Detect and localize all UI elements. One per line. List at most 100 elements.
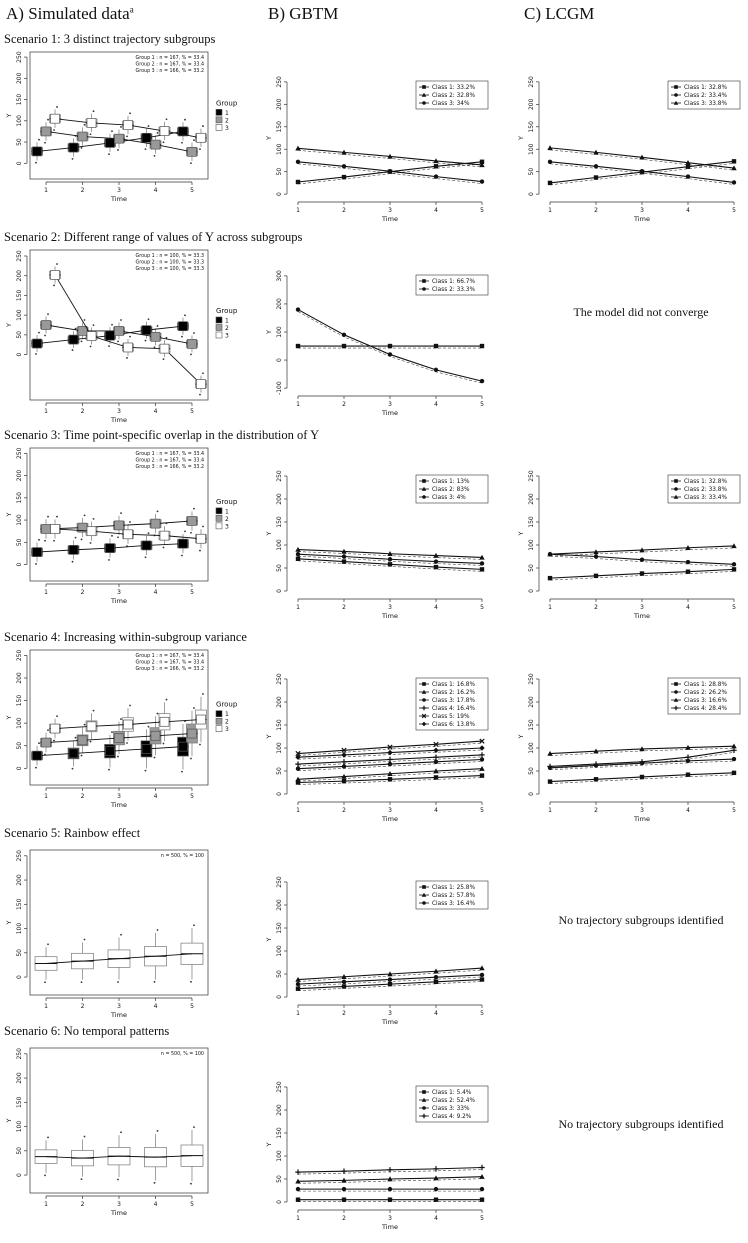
data-point xyxy=(479,965,485,971)
data-point xyxy=(295,159,301,164)
x-axis-label: Time xyxy=(633,815,650,823)
mean-marker xyxy=(32,547,42,557)
series-2 xyxy=(295,307,485,384)
legend-marker xyxy=(422,101,426,105)
data-point xyxy=(295,986,301,991)
data-point xyxy=(295,179,301,185)
class-legend: Class 1: 13% Class 2: 83% Class 3: 4% xyxy=(415,474,489,504)
y-tick-label: 150 xyxy=(276,516,283,528)
data-point xyxy=(341,164,347,169)
legend-title: Group xyxy=(216,498,238,506)
data-point xyxy=(479,162,485,168)
y-axis: 0 50 100 150 200 250 Y xyxy=(517,470,540,593)
y-axis: -100 0 100 200 300 Y xyxy=(265,270,288,395)
x-tick-label: 2 xyxy=(81,589,85,596)
outlier xyxy=(181,335,183,338)
data-point xyxy=(341,974,347,979)
column-header-simulated-data: A) Simulated dataa xyxy=(6,4,134,24)
y-tick-label: 0 xyxy=(16,161,23,165)
outlier xyxy=(71,349,74,351)
mean-marker xyxy=(187,516,197,526)
mean-marker xyxy=(187,728,197,739)
data-point xyxy=(479,752,485,758)
data-point xyxy=(479,745,485,751)
outlier xyxy=(190,353,192,356)
series-3 xyxy=(295,159,485,184)
x-axis: 1 2 3 4 5 Time xyxy=(44,583,194,605)
outlier xyxy=(153,155,156,157)
legend-marker xyxy=(421,486,427,491)
x-tick-label: 2 xyxy=(342,1010,346,1017)
x-tick-label: 4 xyxy=(686,807,690,814)
outlier xyxy=(153,1181,156,1184)
x-tick-label: 4 xyxy=(154,1201,158,1208)
y-axis-label: Y xyxy=(5,113,13,118)
y-tick-label: 200 xyxy=(16,470,23,482)
outlier xyxy=(126,135,128,138)
scenario-6-title: Scenario 6: No temporal patterns xyxy=(4,1024,170,1038)
mean-marker xyxy=(150,331,161,342)
data-point xyxy=(479,773,485,778)
data-point xyxy=(479,159,485,164)
legend-label: 3 xyxy=(225,125,229,132)
data-point xyxy=(731,770,737,776)
outlier xyxy=(147,725,150,728)
data-point xyxy=(387,562,393,567)
legend-marker xyxy=(674,690,678,694)
y-tick-label: 250 xyxy=(16,250,23,262)
legend-label: Class 1: 13% xyxy=(432,479,470,485)
data-point xyxy=(685,744,691,750)
data-point xyxy=(387,352,393,357)
y-tick-label: 0 xyxy=(528,792,535,796)
y-axis: 0 50 100 150 200 250 Y xyxy=(265,76,288,196)
legend-marker xyxy=(422,901,426,905)
legend-label: Class 2: 52.4% xyxy=(432,1098,475,1104)
x-axis-label: Time xyxy=(381,409,398,417)
y-axis: 0 50 100 150 200 250 Y xyxy=(517,76,540,196)
data-point xyxy=(387,1186,393,1192)
x-tick-label: 3 xyxy=(117,1201,121,1208)
legend-label: Class 4: 28.4% xyxy=(684,706,727,712)
group-note: Group 1 : n = 167, % = 33.4 xyxy=(136,653,204,659)
data-point xyxy=(639,759,645,765)
data-point xyxy=(593,149,599,155)
data-point xyxy=(295,552,301,557)
x-tick-label: 1 xyxy=(44,187,48,194)
x-tick-label: 5 xyxy=(480,604,484,611)
data-point xyxy=(387,1176,393,1182)
data-point xyxy=(433,1175,439,1181)
data-point xyxy=(593,761,599,767)
y-tick-label: 50 xyxy=(276,1175,283,1183)
y-axis: 0 50 100 150 200 250 Y xyxy=(265,876,288,999)
x-tick-label: 5 xyxy=(190,1201,194,1208)
mean-marker xyxy=(68,142,79,153)
legend-marker xyxy=(673,705,679,711)
data-point xyxy=(433,968,439,974)
outlier xyxy=(111,731,113,734)
outlier xyxy=(89,542,92,544)
x-tick-label: 1 xyxy=(548,807,552,814)
legend-label: Class 3: 16.6% xyxy=(684,698,727,704)
x-tick-label: 5 xyxy=(480,401,484,408)
data-point xyxy=(433,775,439,780)
header-a-superscript: a xyxy=(129,4,134,15)
y-tick-label: 250 xyxy=(276,470,283,482)
legend-label: 2 xyxy=(225,516,229,523)
outlier xyxy=(120,933,122,936)
outlier xyxy=(83,514,86,517)
outlier xyxy=(47,313,49,316)
mean-marker xyxy=(123,342,133,353)
outlier xyxy=(56,715,58,717)
trend-series-3 xyxy=(50,113,206,143)
y-tick-label: 0 xyxy=(276,358,283,362)
trend-series-2 xyxy=(41,516,197,534)
outlier xyxy=(202,693,204,695)
data-point xyxy=(433,741,439,747)
outlier xyxy=(47,1136,49,1139)
legend-marker xyxy=(422,885,426,889)
data-point xyxy=(547,575,553,581)
